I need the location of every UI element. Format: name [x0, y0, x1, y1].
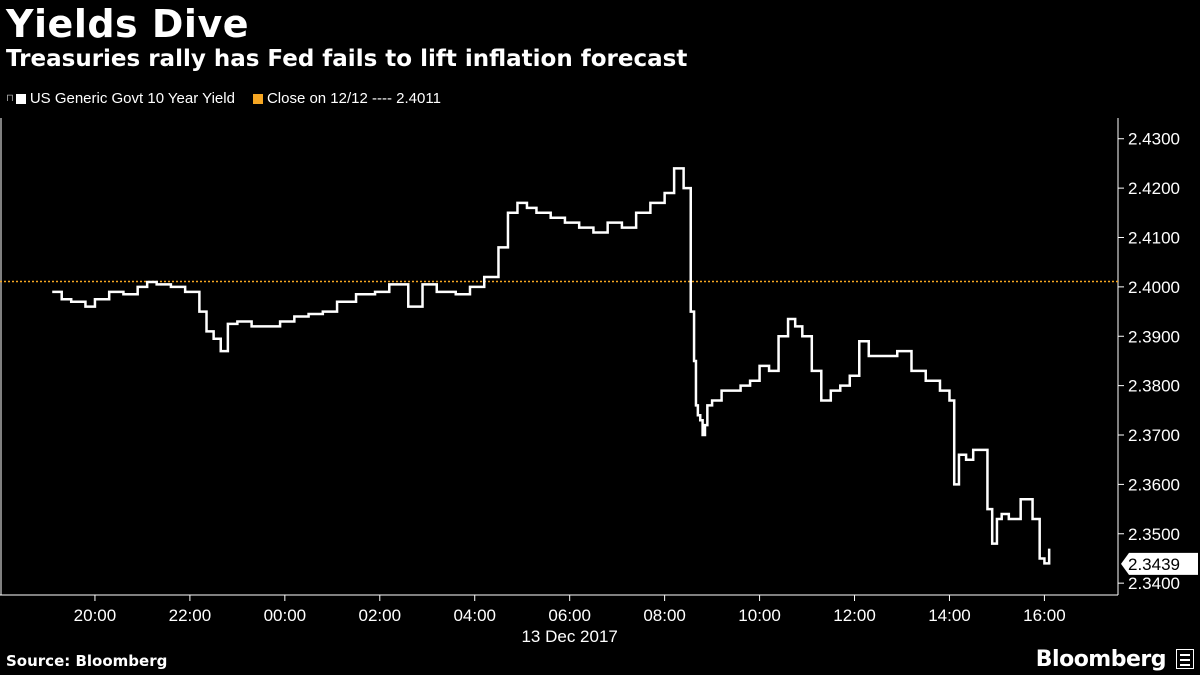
chart-axes	[0, 118, 1119, 596]
last-value-badge: 2.3439	[1121, 552, 1198, 575]
y-tick-label: 2.4100	[1128, 228, 1180, 247]
terminal-icon	[1176, 649, 1194, 669]
legend-label-yield: US Generic Govt 10 Year Yield	[29, 90, 235, 107]
x-axis-date-label: 13 Dec 2017	[521, 627, 617, 646]
x-tick-label: 14:00	[928, 606, 971, 625]
y-tick-label: 2.4000	[1128, 278, 1180, 297]
bloomberg-logo: Bloomberg	[1035, 647, 1167, 672]
legend-item-close: Close on 12/12 ---- 2.4011	[252, 90, 441, 107]
legend-item-yield: ⊓ US Generic Govt 10 Year Yield	[6, 90, 235, 107]
source-note: Source: Bloomberg	[6, 652, 168, 670]
y-tick-label: 2.3800	[1128, 377, 1180, 396]
y-tick-label: 2.3500	[1128, 525, 1180, 544]
legend: ⊓ US Generic Govt 10 Year Yield Close on…	[6, 90, 459, 107]
chart-title: Yields Dive	[6, 2, 249, 46]
history-icon: ⊓	[6, 93, 14, 104]
x-tick-label: 08:00	[643, 606, 686, 625]
x-tick-label: 02:00	[359, 606, 402, 625]
last-value-label: 2.3439	[1128, 555, 1180, 574]
x-tick-label: 04:00	[453, 606, 496, 625]
x-tick-label: 00:00	[264, 606, 307, 625]
x-tick-label: 06:00	[548, 606, 591, 625]
y-tick-label: 2.3400	[1128, 574, 1180, 593]
y-tick-label: 2.3900	[1128, 327, 1180, 346]
x-axis-ticks: 20:00 22:00 00:00 02:00 04:00 06:00 08:00 10:00…	[74, 595, 1066, 625]
y-tick-label: 2.3700	[1128, 426, 1180, 445]
x-tick-label: 12:00	[833, 606, 876, 625]
y-tick-label: 2.4300	[1128, 130, 1180, 149]
x-tick-label: 16:00	[1023, 606, 1066, 625]
y-tick-label: 2.3600	[1128, 475, 1180, 494]
legend-swatch-close	[252, 93, 263, 104]
legend-swatch-yield	[15, 93, 26, 104]
chart-subtitle: Treasuries rally has Fed fails to lift i…	[6, 46, 688, 72]
y-axis-ticks: 2.4300 2.4200 2.4100 2.4000 2.3900 2.3800 2.37…	[1118, 130, 1180, 593]
legend-label-close: Close on 12/12 ---- 2.4011	[266, 90, 441, 107]
x-tick-label: 22:00	[169, 606, 212, 625]
x-tick-label: 10:00	[738, 606, 781, 625]
y-tick-label: 2.4200	[1128, 179, 1180, 198]
last-value-badge-bg	[1121, 552, 1198, 575]
series-line-us-10y-yield	[52, 167, 1051, 565]
x-tick-label: 20:00	[74, 606, 117, 625]
